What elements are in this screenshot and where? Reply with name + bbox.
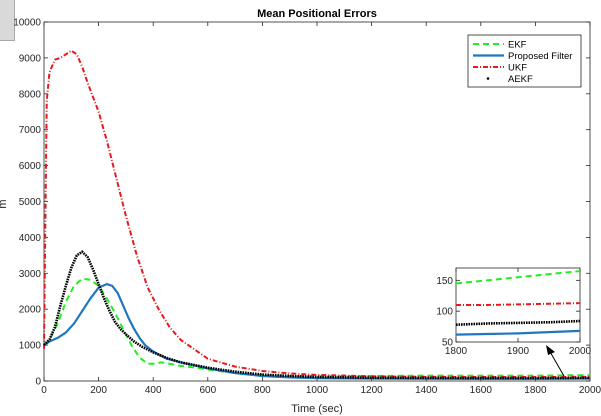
main-x-tick-label: 1000 xyxy=(306,385,329,396)
main-y-tick-label: 1000 xyxy=(19,341,42,352)
inset-y-tick-label: 150 xyxy=(436,276,453,287)
main-x-tick-label: 1800 xyxy=(524,385,547,396)
main-y-tick-label: 3000 xyxy=(19,269,42,280)
inset-series-ukf xyxy=(456,302,580,306)
zoom-arrow xyxy=(546,345,565,377)
main-y-tick-label: 9000 xyxy=(19,53,42,64)
inset-y-tick-label: 50 xyxy=(442,338,454,349)
main-y-tick-label: 8000 xyxy=(19,89,42,100)
inset-series-aekf xyxy=(456,319,580,327)
inset-plot: 1800 1900 2000 50 100 150 xyxy=(436,267,592,357)
inset-series-ekf xyxy=(456,270,580,285)
main-y-tick-label: 7000 xyxy=(19,125,42,136)
main-x-tick-label: 600 xyxy=(199,385,216,396)
main-x-tick-label: 1200 xyxy=(360,385,383,396)
main-series-ukf xyxy=(43,49,591,379)
main-y-tick-label: 6000 xyxy=(19,161,42,172)
legend-label-ekf: EKF xyxy=(508,39,527,50)
inset-x-tick-label: 1800 xyxy=(445,346,468,357)
window-tab xyxy=(0,0,15,41)
main-y-tick-label: 4000 xyxy=(19,233,42,244)
x-axis-label: Time (sec) xyxy=(291,403,343,415)
inset-x-tick-label: 1900 xyxy=(507,346,530,357)
main-series-ekf xyxy=(43,277,591,378)
legend-label-ukf: UKF xyxy=(508,62,527,73)
y-axis-label: m xyxy=(0,199,9,208)
main-x-tick-label: 800 xyxy=(254,385,271,396)
main-x-tick-label: 400 xyxy=(145,385,162,396)
inset-x-tick-label: 2000 xyxy=(569,346,592,357)
main-y-tick-label: 5000 xyxy=(19,197,42,208)
main-y-tick-label: 0 xyxy=(35,377,41,388)
main-x-tick-label: 2000 xyxy=(579,385,601,396)
main-x-tick-label: 1400 xyxy=(415,385,438,396)
main-x-tick-label: 1600 xyxy=(470,385,493,396)
main-series-aekf xyxy=(43,250,591,380)
chart-title: Mean Positional Errors xyxy=(257,8,377,20)
main-x-tick-label: 200 xyxy=(90,385,107,396)
zoom-arrow-head xyxy=(546,345,555,355)
main-x-tick-label: 0 xyxy=(41,385,47,396)
inset-y-tick-label: 100 xyxy=(436,307,453,318)
legend-swatch-aekf xyxy=(486,77,490,80)
legend-label-aekf: AEKF xyxy=(508,74,533,85)
main-y-tick-label: 10000 xyxy=(13,18,41,29)
inset-series-proposed-filter xyxy=(456,329,580,336)
zoom-arrow-line xyxy=(548,349,565,377)
legend-label-proposed-filter: Proposed Filter xyxy=(508,51,572,62)
main-y-tick-label: 2000 xyxy=(19,305,42,316)
main-plot: 0 200 400 600 800 1000 1200 1400 1600 1800 2000 0 10… xyxy=(13,18,601,397)
